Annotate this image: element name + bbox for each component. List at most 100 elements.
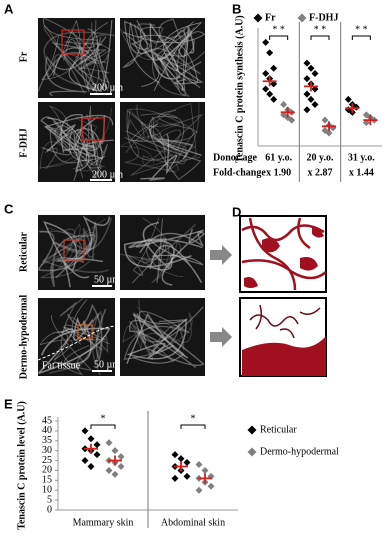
fiber-texture [128, 229, 204, 286]
fiber-texture [122, 323, 182, 350]
fiber-texture [133, 23, 185, 61]
significance-label: * * [314, 24, 327, 35]
fiber-texture [53, 19, 113, 92]
fibers [241, 217, 327, 291]
data-point [105, 439, 113, 447]
data-point [321, 116, 329, 124]
fibers [249, 304, 321, 339]
fiber-texture [39, 330, 110, 361]
fiber-texture [44, 105, 69, 170]
fiber-texture [130, 109, 194, 168]
zoom-box [77, 324, 93, 340]
fiber-texture [77, 22, 111, 91]
fiber-texture [46, 124, 114, 160]
panel-label: B [232, 1, 241, 16]
fiber-texture [149, 22, 185, 91]
data-point [81, 457, 89, 465]
mean-marker [262, 76, 277, 87]
data-point [303, 75, 311, 83]
data-point [325, 129, 333, 137]
fiber-texture [124, 20, 161, 84]
legend-label: Fr [265, 12, 276, 23]
data-point [247, 425, 257, 435]
arrow [210, 245, 232, 265]
significance-bracket [180, 424, 206, 429]
fiber-texture [125, 115, 202, 181]
significance-label: * [101, 413, 106, 424]
data-point [195, 461, 203, 469]
data-point [93, 451, 101, 459]
data-point [307, 64, 315, 72]
fiber-texture [44, 114, 114, 157]
zoom-box [61, 29, 85, 55]
fiber-texture [141, 224, 196, 273]
significance-label: * * [272, 24, 285, 35]
fiber-texture [41, 217, 112, 274]
data-point [262, 69, 270, 77]
legend-label: F-DHJ [309, 12, 338, 23]
significance-bracket [90, 424, 116, 429]
data-point [81, 427, 89, 435]
y-tick-label: 35 [42, 435, 52, 446]
fiber-texture [122, 31, 206, 91]
fiber-texture [149, 123, 202, 160]
significance-bracket [310, 35, 330, 40]
mean-marker [84, 443, 98, 454]
y-tick-label: 10 [42, 485, 52, 496]
fiber-texture [128, 217, 184, 278]
legend-label: Dermo-hypodermal [260, 446, 339, 457]
mean-marker [363, 115, 378, 126]
annotation: Fat tissue [42, 360, 81, 371]
fiber-texture [126, 108, 199, 165]
data-point [303, 90, 311, 98]
data-point [111, 447, 119, 455]
data-point [201, 466, 209, 474]
data-point [253, 13, 263, 23]
data-point [262, 38, 270, 46]
fiber-texture [53, 227, 96, 261]
row-label: Fold-change [213, 167, 266, 178]
fiber-texture [43, 31, 115, 89]
fiber-texture [124, 102, 200, 173]
mean-marker [345, 103, 360, 114]
data-point [207, 482, 215, 490]
data-point [266, 90, 274, 98]
zoom-box [81, 117, 105, 141]
scale-bar-label: 200 µm [92, 169, 123, 180]
data-point [171, 451, 179, 459]
fiber-texture [126, 312, 189, 364]
legend-label: Reticular [260, 424, 297, 435]
row-label: Reticular [18, 231, 29, 272]
fold-change: x 2.87 [308, 167, 333, 178]
zoom-box [63, 239, 85, 261]
significance-label: * [191, 413, 196, 424]
row-label: Fr [18, 51, 29, 62]
fiber-texture [74, 105, 104, 179]
fiber-texture [36, 222, 98, 272]
fiber-texture [51, 28, 99, 90]
fiber-texture [68, 124, 106, 170]
mean-marker [174, 461, 188, 472]
data-point [311, 101, 319, 109]
fiber-texture [126, 318, 187, 360]
fiber-texture [49, 114, 99, 182]
fold-change: x 1.90 [266, 167, 291, 178]
fiber-texture [127, 109, 179, 172]
fiber-texture [144, 27, 205, 97]
data-point [270, 64, 278, 72]
significance-bracket [351, 35, 371, 40]
fiber-texture [43, 25, 95, 94]
fiber-texture [53, 316, 94, 365]
fiber-texture [129, 319, 205, 369]
fiber-texture [50, 234, 96, 287]
data-point [117, 453, 125, 461]
fiber-texture [124, 111, 166, 153]
data-point [280, 101, 288, 109]
data-point [303, 59, 311, 67]
data-point [270, 95, 278, 103]
scale-bar-label: 50 µm [94, 359, 120, 370]
panel-label: C [4, 201, 14, 216]
fiber-texture [39, 107, 112, 169]
